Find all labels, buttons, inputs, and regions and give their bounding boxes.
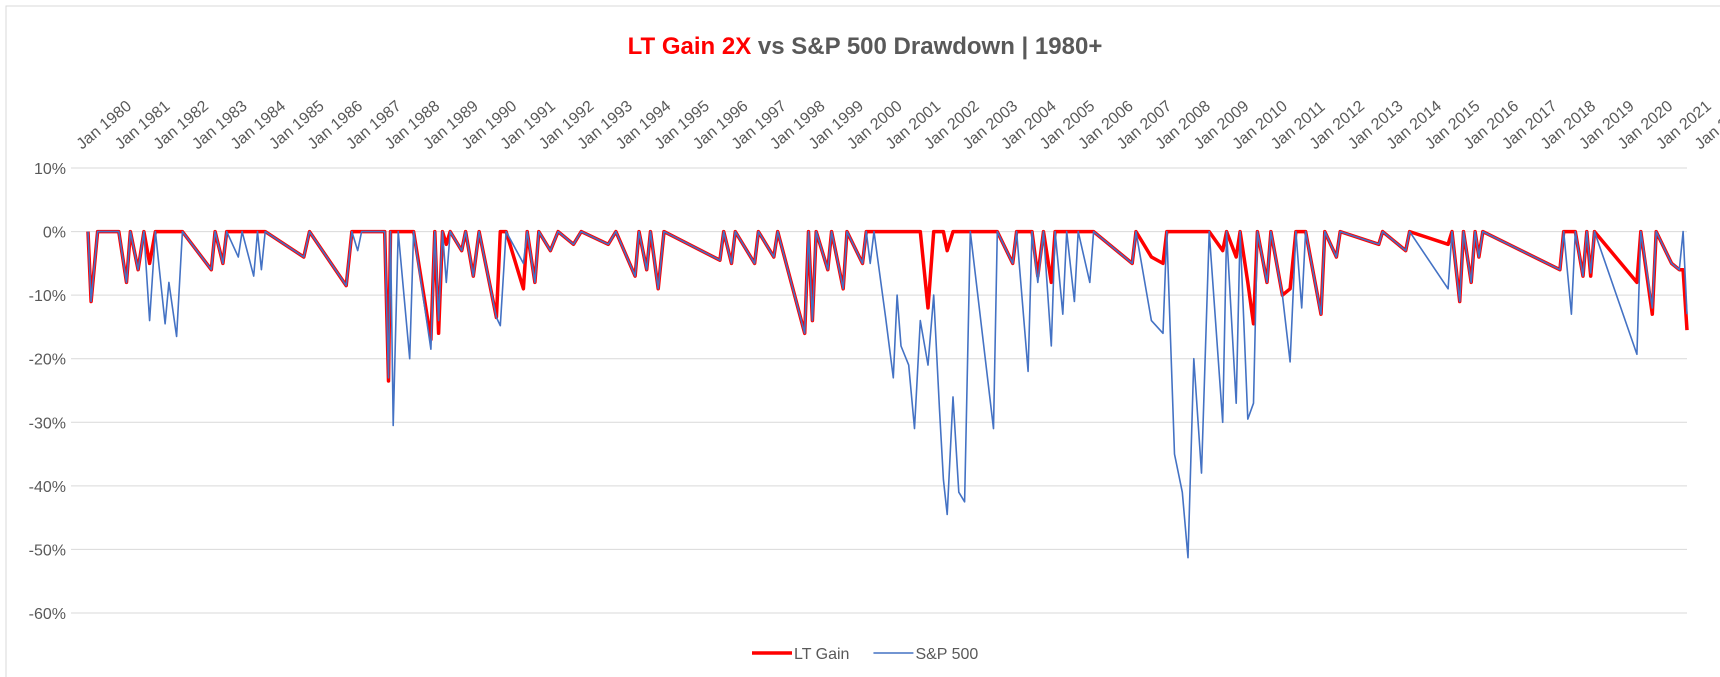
legend-label: S&P 500 <box>915 646 978 663</box>
y-tick-label: -30% <box>29 415 66 432</box>
y-tick-label: -10% <box>29 288 66 305</box>
legend-label: LT Gain <box>794 646 849 663</box>
y-tick-label: -60% <box>29 606 66 623</box>
series-line <box>87 230 1688 559</box>
chart-title: LT Gain 2X vs S&P 500 Drawdown | 1980+ <box>628 33 1103 60</box>
y-tick-label: -40% <box>29 479 66 496</box>
y-tick-label: 10% <box>34 161 66 178</box>
y-tick-label: -50% <box>29 542 66 559</box>
chart-border <box>5 5 1720 677</box>
y-tick-label: -20% <box>29 352 66 369</box>
title-rest: vs S&P 500 Drawdown | 1980+ <box>758 33 1102 60</box>
title-highlight: LT Gain 2X <box>628 33 752 60</box>
y-tick-label: 0% <box>43 225 66 242</box>
